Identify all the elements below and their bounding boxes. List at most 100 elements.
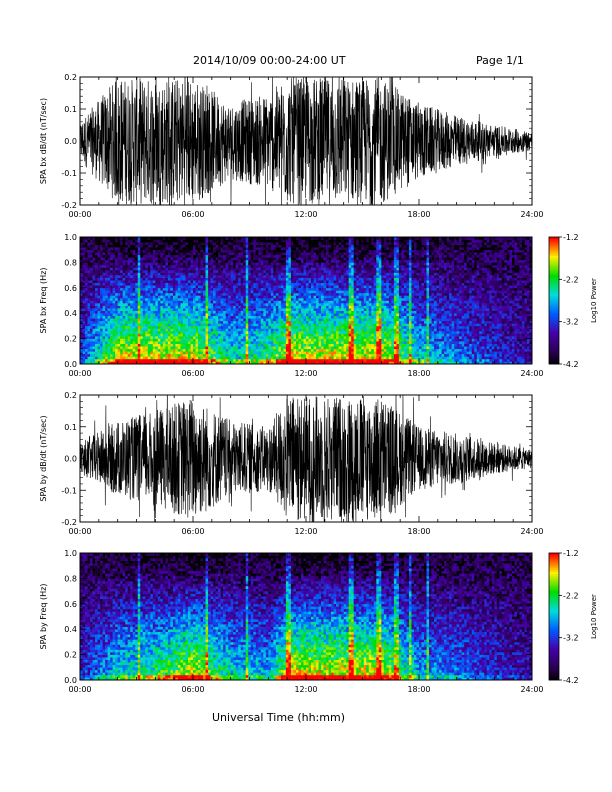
spectrogram-cell <box>175 267 179 271</box>
spectrogram-cell <box>270 275 274 278</box>
spectrogram-cell <box>308 361 312 365</box>
spectrogram-cell <box>120 320 123 324</box>
spectrogram-cell <box>80 277 83 281</box>
spectrogram-cell <box>112 242 116 245</box>
spectrogram-cell <box>265 343 269 347</box>
spectrogram-cell <box>157 343 161 347</box>
spectrogram-cell <box>321 292 324 296</box>
spectrogram-cell <box>125 303 129 306</box>
spectrogram-cell <box>230 249 234 253</box>
spectrogram-cell <box>283 287 287 291</box>
spectrogram-cell <box>306 341 309 344</box>
spectrogram-cell <box>190 320 194 324</box>
spectrogram-cell <box>95 297 98 301</box>
spectrogram-cell <box>82 257 86 261</box>
spectrogram-cell <box>223 249 226 253</box>
spectrogram-cell <box>288 330 292 334</box>
spectrogram-cell <box>127 275 131 278</box>
spectrogram-cell <box>298 257 302 261</box>
spectrogram-cell <box>175 320 179 324</box>
spectrogram-cell <box>235 341 239 344</box>
spectrogram-cell <box>110 254 113 258</box>
spectrogram-cell <box>200 308 204 311</box>
spectrogram-cell <box>275 275 279 278</box>
spectrogram-cell <box>243 305 247 309</box>
spectrogram-cell <box>160 328 164 332</box>
spectrogram-cell <box>122 252 126 256</box>
spectrogram-cell <box>258 305 262 309</box>
spectrogram-cell <box>195 277 199 281</box>
spectrogram-cell <box>311 310 314 314</box>
spectrogram-cell <box>175 313 179 317</box>
spectrogram-cell <box>218 325 221 329</box>
spectrogram-cell <box>225 290 229 294</box>
spectrogram-cell <box>172 292 176 296</box>
spectrogram-cell <box>142 303 146 306</box>
spectrogram-cell <box>240 249 244 253</box>
spectrogram-cell <box>132 292 136 296</box>
spectrogram-cell <box>306 323 309 327</box>
spectrogram-cell <box>268 330 272 334</box>
spectrogram-cell <box>140 272 144 276</box>
spectrogram-cell <box>150 290 154 294</box>
spectrogram-cell <box>150 237 154 240</box>
spectrogram-cell <box>253 257 257 261</box>
spectrogram-cell <box>172 358 176 362</box>
spectrogram-cell <box>308 351 312 355</box>
spectrogram-cell <box>275 356 279 360</box>
spectrogram-cell <box>258 254 262 258</box>
spectrogram-cell <box>228 252 231 256</box>
spectrogram-cell <box>142 325 146 329</box>
spectrogram-cell <box>295 315 299 319</box>
spectrogram-cell <box>285 348 289 352</box>
spectrogram-cell <box>125 257 129 261</box>
spectrogram-cell <box>238 348 242 352</box>
spectrogram-cell <box>228 237 231 240</box>
spectrogram-cell <box>223 239 226 243</box>
spectrogram-cell <box>238 285 242 289</box>
spectrogram-cell <box>125 328 129 332</box>
spectrogram-cell <box>198 282 201 286</box>
spectrogram-cell <box>82 290 86 294</box>
spectrogram-cell <box>107 242 111 245</box>
spectrogram-cell <box>238 254 242 258</box>
spectrogram-cell <box>105 272 108 276</box>
spectrogram-cell <box>95 277 98 281</box>
spectrogram-cell <box>170 351 174 355</box>
spectrogram-cell <box>306 305 309 309</box>
spectrogram-cell <box>225 341 229 344</box>
spectrogram-cell <box>130 305 134 309</box>
spectrogram-cell <box>220 323 224 327</box>
spectrogram-cell <box>165 361 169 365</box>
spectrogram-cell <box>187 252 191 256</box>
spectrogram-cell <box>213 315 216 319</box>
spectrogram-cell <box>228 287 231 291</box>
waveform-series <box>80 77 532 205</box>
spectrogram-cell <box>82 323 86 327</box>
spectrogram-cell <box>298 323 302 327</box>
spectrogram-cell <box>82 295 86 299</box>
spectrogram-cell <box>195 341 199 344</box>
spectrogram-cell <box>150 259 154 263</box>
spectrogram-cell <box>198 323 201 327</box>
spectrogram-cell <box>137 262 141 266</box>
spectrogram-cell <box>208 292 211 296</box>
spectrogram-cell <box>263 308 267 311</box>
spectrogram-cell <box>278 330 282 334</box>
spectrogram-cell <box>323 330 327 334</box>
spectrogram-cell <box>130 280 134 284</box>
spectrogram-cell <box>215 305 219 309</box>
spectrogram-cell <box>127 249 131 253</box>
spectrogram-cell <box>122 346 126 350</box>
spectrogram-cell <box>200 242 204 245</box>
spectrogram-cell <box>137 257 141 261</box>
spectrogram-cell <box>190 361 194 365</box>
spectrogram-cell <box>137 264 141 268</box>
spectrogram-cell <box>230 257 234 261</box>
spectrogram-cell <box>316 328 319 332</box>
spectrogram-cell <box>122 277 126 281</box>
spectrogram-cell <box>97 275 101 278</box>
spectrogram-cell <box>120 285 123 289</box>
spectrogram-cell <box>278 303 282 306</box>
spectrogram-cell <box>235 247 239 250</box>
